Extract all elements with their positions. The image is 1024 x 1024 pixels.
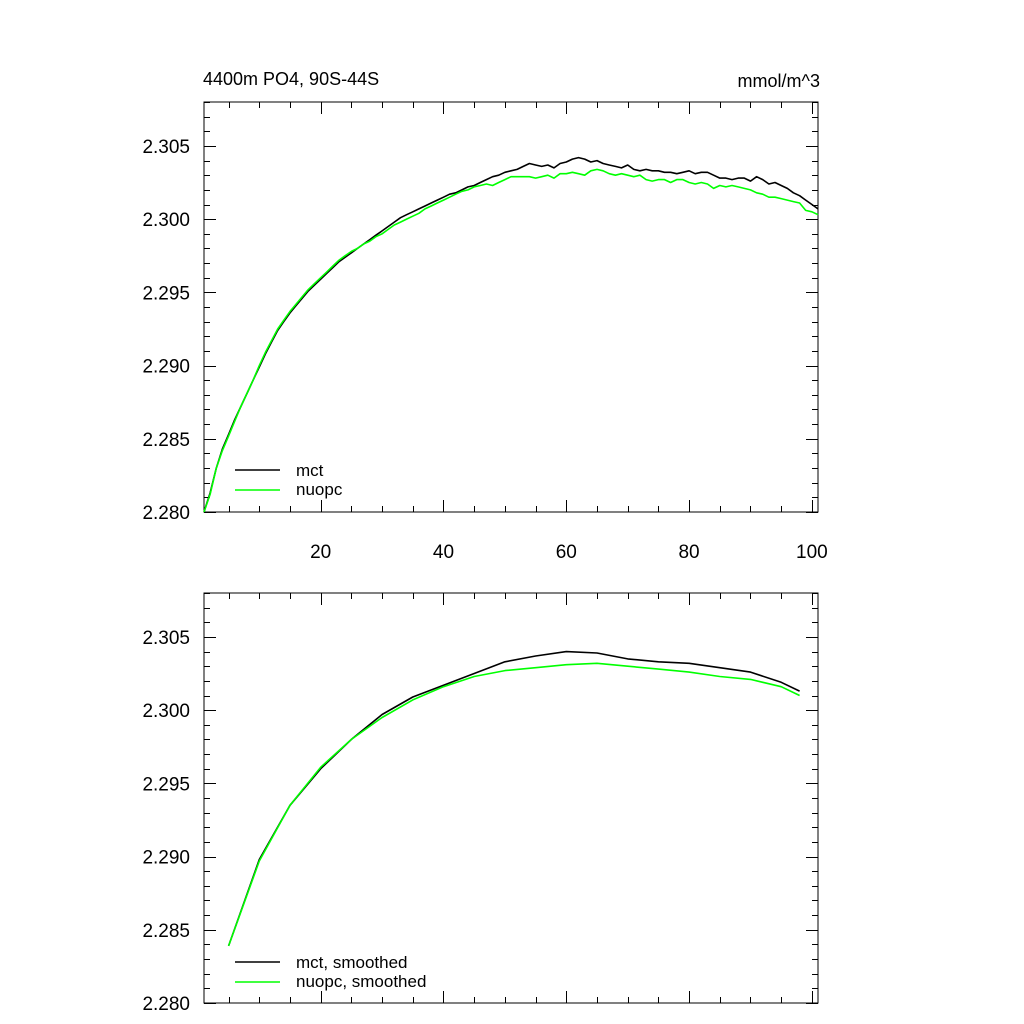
legend: mct, smoothed nuopc, smoothed [235,953,426,991]
series-line-nuopc-smoothed [227,662,800,947]
y-tick-label: 2.285 [142,921,190,942]
y-tick-label: 2.280 [142,503,190,524]
y-tick-label: 2.300 [142,210,190,231]
series-line-mct-smoothed [227,650,800,947]
y-tick-label: 2.280 [142,994,190,1015]
series-line-nuopc [203,168,819,513]
legend: mct nuopc [235,461,343,499]
legend-label-nuopc: nuopc [296,480,343,499]
chart-title: 4400m PO4, 90S-44S [203,69,379,89]
x-tick-label: 40 [433,542,454,563]
series-line-mct [203,156,819,513]
y-tick-label: 2.295 [142,774,190,795]
y-tick-label: 2.305 [142,137,190,158]
y-tick-label: 2.290 [142,357,190,378]
x-tick-label: 80 [678,542,699,563]
y-tick-label: 2.295 [142,283,190,304]
bottom-panel: mct, smoothed nuopc, smoothed 2.280 2.285… [142,592,819,1015]
y-tick-label: 2.285 [142,430,190,451]
x-tick-label: 20 [310,542,331,563]
y-tick-label: 2.290 [142,848,190,869]
y-tick-label: 2.305 [142,628,190,649]
y-tick-label: 2.300 [142,701,190,722]
legend-label-mct: mct [296,461,324,480]
legend-label-mct-smoothed: mct, smoothed [296,953,408,972]
chart-units: mmol/m^3 [738,71,820,91]
x-tick-label: 60 [556,542,577,563]
legend-label-nuopc-smoothed: nuopc, smoothed [296,972,426,991]
top-panel: 4400m PO4, 90S-44S mmol/m^3 mct nuopc 2.… [142,69,827,563]
x-tick-label: 100 [796,542,828,563]
plot-frame [203,101,819,513]
